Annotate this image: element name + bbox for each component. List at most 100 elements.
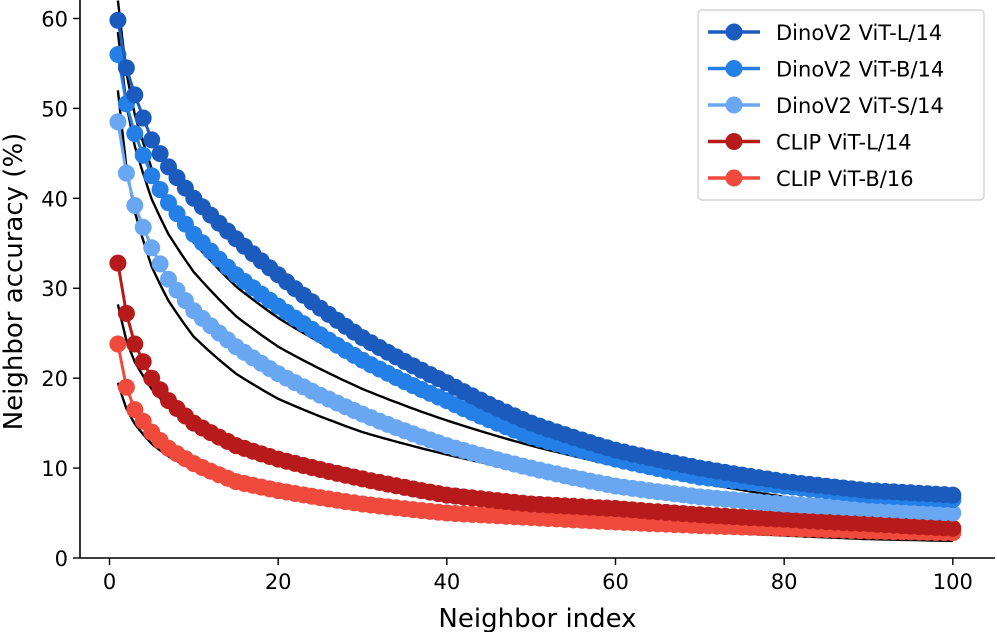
data-point [935, 504, 953, 522]
x-axis-label: Neighbor index [438, 604, 636, 632]
legend-marker [725, 60, 743, 77]
data-point [345, 346, 363, 364]
data-point [767, 510, 785, 528]
legend-marker [725, 96, 743, 114]
data-point [134, 412, 152, 430]
x-tick-label: 20 [265, 570, 292, 594]
legend-label: DinoV2 ViT-B/14 [776, 58, 944, 82]
data-point [345, 402, 363, 419]
data-point [682, 505, 700, 523]
data-point [109, 254, 127, 272]
data-point [767, 494, 785, 512]
data-point [117, 304, 135, 322]
data-point [176, 450, 194, 468]
legend-item: CLIP ViT-B/16 [708, 167, 914, 191]
legend-label: DinoV2 ViT-L/14 [776, 21, 942, 45]
series-clip-vit-l-14 [109, 254, 962, 537]
data-point [598, 513, 616, 531]
data-point [151, 255, 169, 273]
data-point [219, 222, 237, 240]
data-point [143, 167, 161, 185]
y-tick-label: 30 [41, 277, 68, 301]
data-point [429, 388, 447, 406]
legend-item: DinoV2 ViT-B/14 [708, 58, 944, 82]
data-point [598, 475, 616, 493]
data-point [219, 331, 237, 349]
data-point [514, 457, 532, 475]
data-point [109, 11, 127, 29]
y-tick-label: 60 [41, 7, 68, 31]
series-dinov2-vit-l-14 [109, 11, 962, 504]
y-tick-label: 40 [41, 187, 68, 211]
data-point [261, 360, 279, 378]
legend-item: DinoV2 ViT-S/14 [708, 94, 944, 118]
data-point [429, 503, 447, 521]
data-point [851, 499, 869, 517]
data-point [767, 471, 785, 489]
data-point [134, 353, 152, 371]
data-point [261, 448, 279, 465]
y-axis-label: Neighbor accuracy (%) [0, 133, 29, 431]
y-tick-label: 50 [41, 97, 68, 121]
data-point [176, 215, 194, 233]
data-point [109, 113, 127, 131]
x-tick-label: 100 [933, 570, 973, 594]
data-point [851, 481, 869, 499]
data-point [935, 519, 953, 537]
data-point [261, 291, 279, 309]
data-point [151, 145, 169, 163]
data-point [429, 370, 447, 388]
legend-marker [725, 133, 743, 150]
legend-item: CLIP ViT-L/14 [708, 131, 912, 155]
data-point [126, 125, 144, 143]
data-series [109, 11, 962, 542]
x-tick-label: 60 [602, 570, 629, 594]
data-point [219, 258, 237, 276]
y-tick-label: 20 [41, 367, 68, 391]
x-tick-label: 40 [433, 570, 460, 594]
x-tick-label: 0 [103, 570, 116, 594]
data-point [261, 259, 279, 277]
legend-label: DinoV2 ViT-S/14 [776, 94, 944, 118]
data-point [143, 239, 161, 257]
data-point [151, 432, 169, 449]
data-point [126, 401, 144, 419]
data-point [117, 59, 135, 77]
data-point [514, 508, 532, 526]
data-point [598, 439, 616, 457]
data-point [134, 146, 152, 164]
legend-marker [725, 169, 743, 187]
data-point [935, 486, 953, 504]
y-tick-label: 0 [55, 547, 68, 571]
series-dinov2-vit-s-14 [109, 113, 962, 522]
y-tick-label: 10 [41, 457, 68, 481]
data-point [514, 411, 532, 428]
legend-item: DinoV2 ViT-L/14 [708, 21, 942, 45]
data-point [514, 494, 532, 512]
data-point [851, 514, 869, 532]
legend-box [697, 9, 985, 201]
legend-label: CLIP ViT-L/14 [776, 131, 912, 155]
x-axis-ticks: 0 20 40 60 80 100 [103, 558, 973, 594]
data-point [143, 131, 161, 149]
data-point [176, 407, 194, 425]
data-point [345, 494, 363, 512]
data-point [126, 197, 144, 214]
data-point [109, 335, 127, 353]
data-point [598, 499, 616, 517]
legend: DinoV2 ViT-L/14 DinoV2 ViT-B/14 DinoV2 ViT… [697, 9, 985, 201]
data-point [219, 469, 237, 487]
data-point [429, 434, 447, 452]
data-point [682, 457, 700, 475]
y-axis-ticks: 0 10 20 30 40 50 60 [41, 7, 80, 571]
data-point [151, 181, 169, 199]
data-point [134, 109, 152, 127]
data-point [126, 86, 144, 104]
data-point [151, 381, 169, 399]
data-point [219, 432, 237, 450]
data-point [134, 218, 152, 236]
legend-label: CLIP ViT-B/16 [776, 167, 914, 191]
data-point [117, 164, 135, 182]
